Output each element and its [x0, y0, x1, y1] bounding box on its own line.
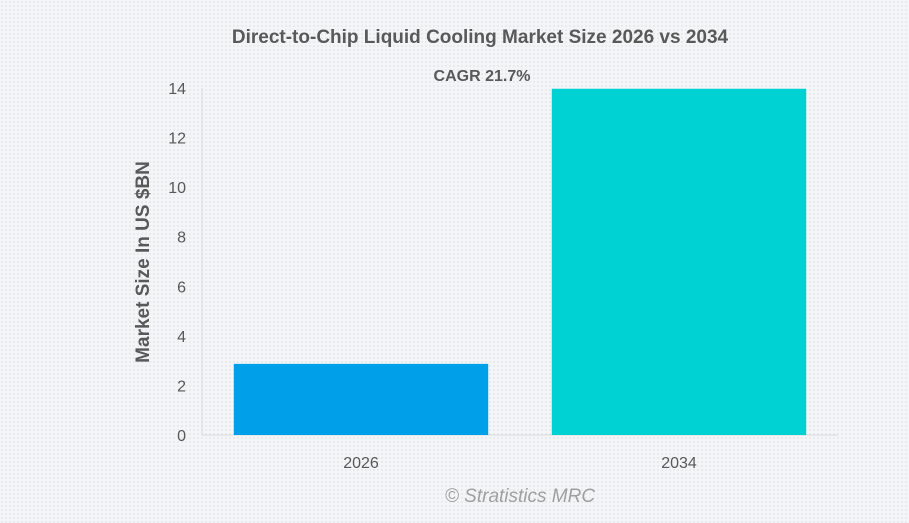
y-tick-label: 10: [168, 180, 186, 197]
y-tick-label: 14: [168, 81, 186, 98]
y-tick-label: 6: [177, 279, 186, 296]
y-tick-label: 2: [177, 378, 186, 395]
bar-2034: [551, 88, 807, 436]
y-tick-label: 12: [168, 131, 186, 148]
y-tick-label: 0: [177, 428, 186, 445]
x-tick-label: 2026: [343, 455, 379, 472]
bar-2026: [233, 363, 489, 435]
x-tick-label: 2034: [661, 455, 697, 472]
credit-text: © Stratistics MRC: [445, 486, 595, 507]
y-tick-label: 8: [177, 230, 186, 247]
chart-title: Direct-to-Chip Liquid Cooling Market Siz…: [232, 27, 729, 48]
y-tick-label: 4: [177, 329, 186, 346]
cagr-annotation: CAGR 21.7%: [434, 68, 531, 85]
y-axis-label: Market Size In US $BN: [133, 161, 154, 363]
